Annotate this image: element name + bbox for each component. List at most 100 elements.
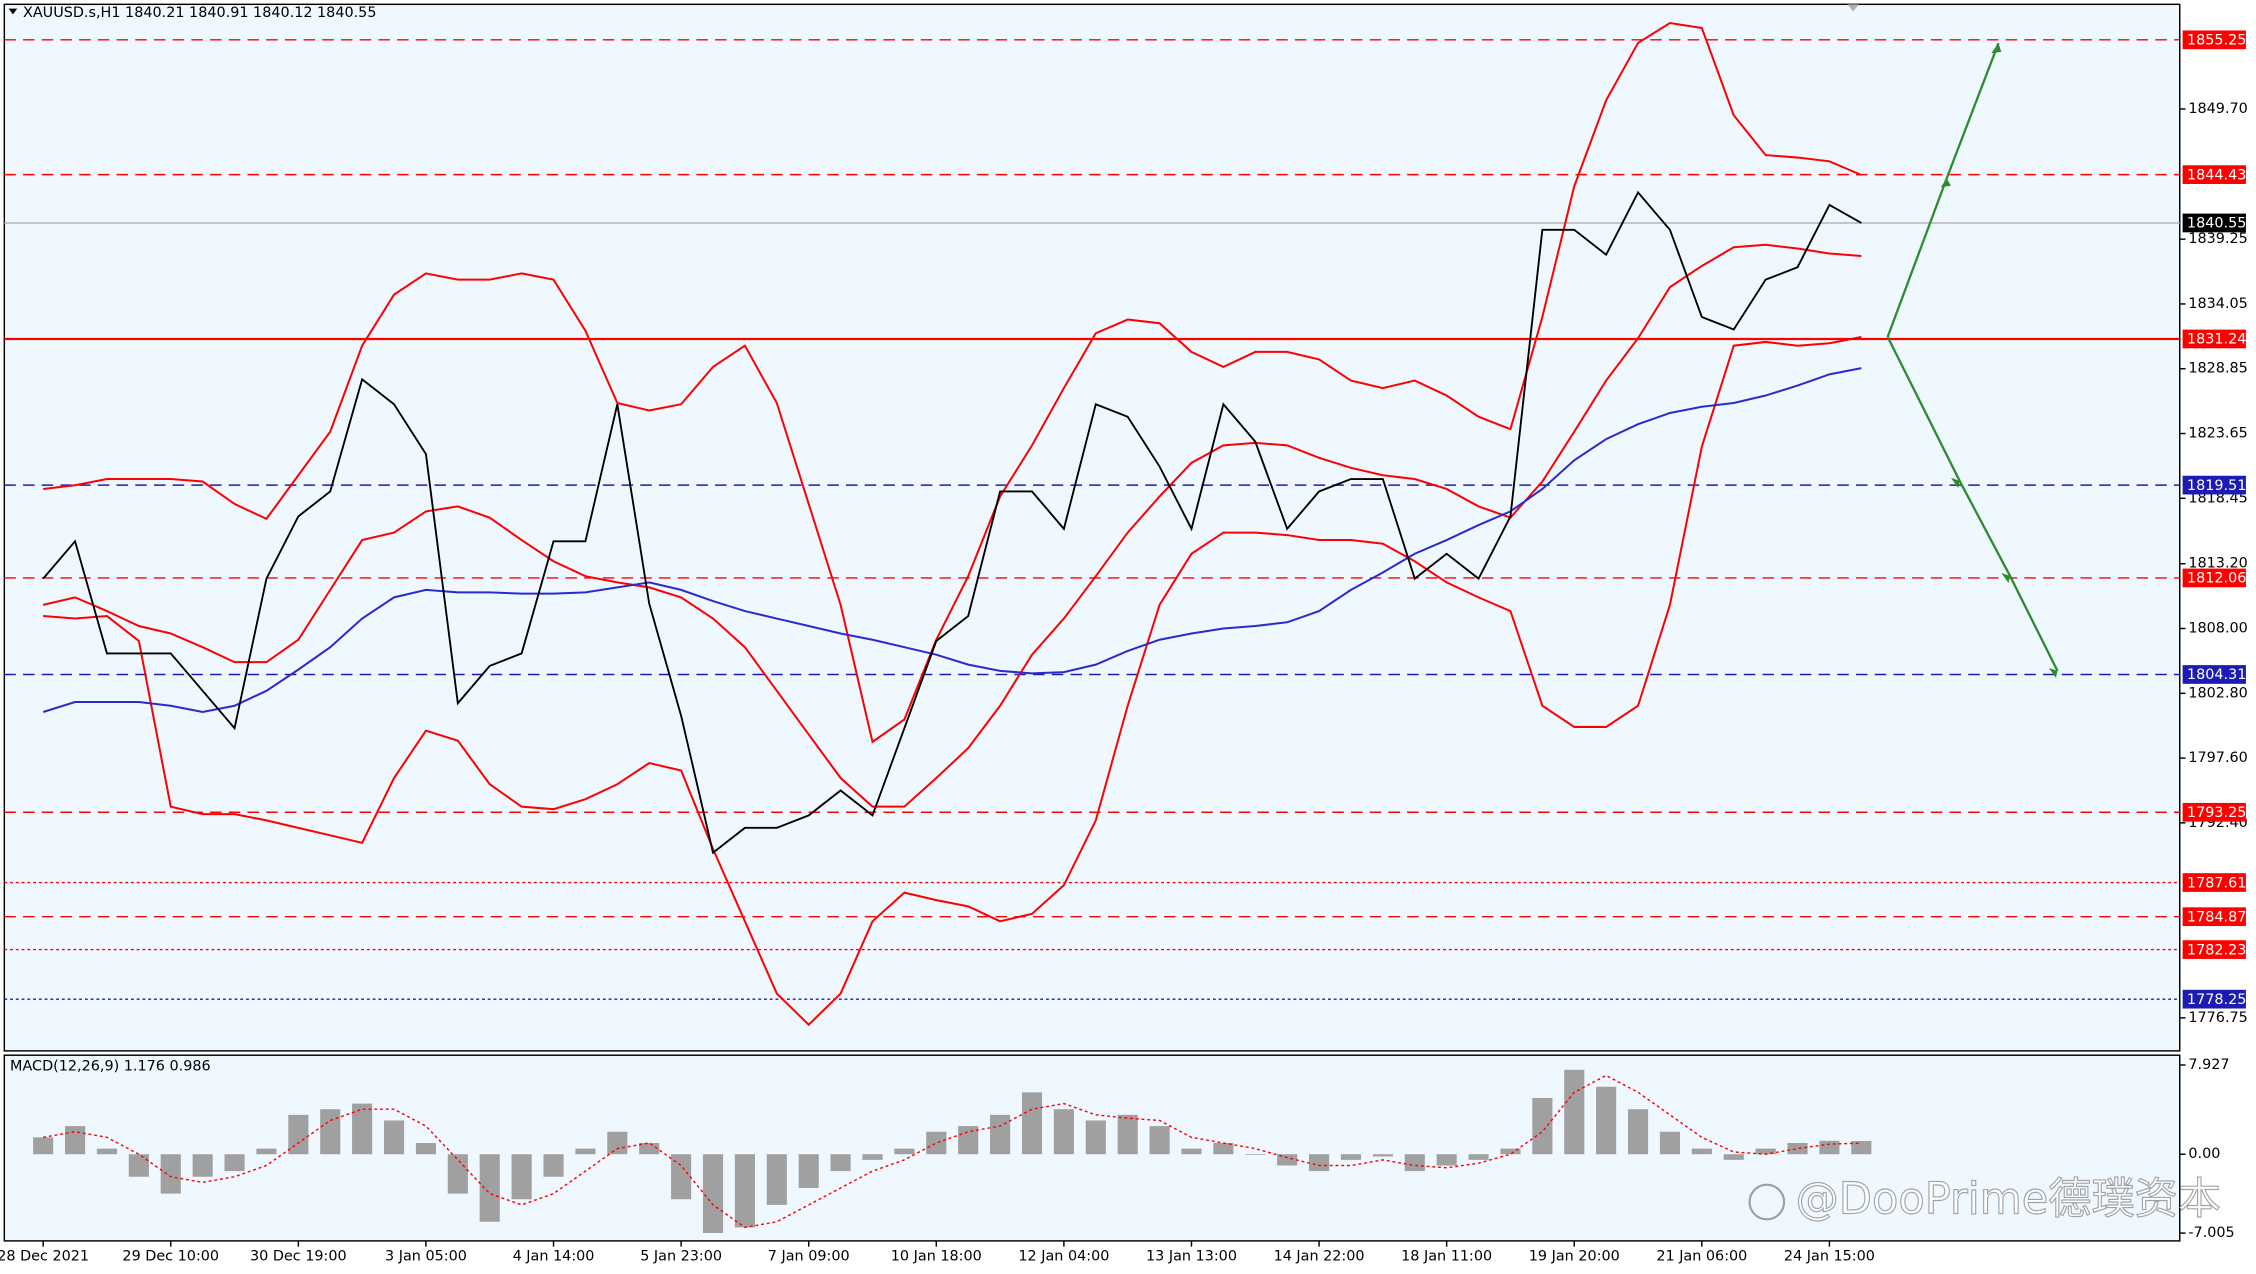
macd-bar bbox=[1851, 1140, 1872, 1155]
level-label-box bbox=[2182, 873, 2246, 892]
macd-bar bbox=[926, 1131, 947, 1155]
macd-bar bbox=[830, 1154, 851, 1172]
macd-bar bbox=[862, 1154, 883, 1160]
level-label-box bbox=[2182, 475, 2246, 495]
level-label: 1793.25 bbox=[2187, 805, 2246, 821]
indicator-line bbox=[42, 367, 1862, 714]
macd-bar bbox=[894, 1148, 915, 1155]
level-label-box bbox=[2182, 665, 2246, 684]
level-label: 1831.24 bbox=[2187, 332, 2246, 348]
y-tick-label: 1808.00 bbox=[2188, 621, 2247, 637]
menu-arrow[interactable] bbox=[8, 8, 18, 15]
shift-marker bbox=[1847, 4, 1859, 12]
price-panel bbox=[3, 3, 2181, 1052]
level-label: 1812.06 bbox=[2187, 571, 2246, 587]
macd-bar bbox=[33, 1137, 54, 1155]
watermark-text: @DooPrime德璞资本 bbox=[1796, 1175, 2221, 1225]
macd-bar bbox=[1021, 1092, 1043, 1155]
macd-bar bbox=[702, 1154, 724, 1234]
macd-bar bbox=[734, 1154, 755, 1228]
macd-bar bbox=[511, 1154, 532, 1200]
signal-line bbox=[43, 1074, 1862, 1229]
level-label-box bbox=[2182, 213, 2246, 233]
x-tick-label: 19 Jan 20:00 bbox=[1529, 1249, 1620, 1265]
y-tick-label: 1776.75 bbox=[2188, 1010, 2247, 1026]
macd-bar bbox=[1500, 1148, 1521, 1155]
macd-bar bbox=[1085, 1120, 1106, 1155]
x-tick-label: 28 Dec 2021 bbox=[0, 1249, 89, 1265]
macd-bar bbox=[1213, 1142, 1234, 1155]
macd-bar bbox=[479, 1154, 500, 1222]
macd-bar bbox=[1053, 1109, 1074, 1155]
y-tick-label: 1813.20 bbox=[2188, 556, 2247, 572]
macd-bar bbox=[1723, 1154, 1744, 1160]
price-line bbox=[42, 190, 1862, 855]
macd-bar bbox=[958, 1126, 979, 1155]
level-label: 1855.25 bbox=[2187, 33, 2246, 49]
y-tick-label: 1823.65 bbox=[2188, 426, 2247, 442]
level-label: 1844.43 bbox=[2187, 167, 2246, 183]
x-tick-label: 4 Jan 14:00 bbox=[513, 1249, 595, 1265]
x-tick-label: 18 Jan 11:00 bbox=[1401, 1249, 1492, 1265]
x-tick-label: 12 Jan 04:00 bbox=[1018, 1249, 1109, 1265]
macd-bar bbox=[415, 1142, 437, 1155]
macd-bar bbox=[1564, 1069, 1585, 1155]
macd-bar bbox=[1659, 1131, 1681, 1155]
level-label: 1787.61 bbox=[2187, 875, 2246, 891]
macd-bar bbox=[1277, 1154, 1298, 1166]
macd-bar bbox=[447, 1154, 468, 1194]
macd-bar bbox=[256, 1148, 277, 1155]
y-tick-label: 1797.60 bbox=[2188, 750, 2247, 766]
macd-bar bbox=[639, 1142, 660, 1155]
level-label-box bbox=[2182, 802, 2246, 822]
level-label-box bbox=[2182, 568, 2246, 588]
x-tick-label: 14 Jan 22:00 bbox=[1274, 1249, 1365, 1265]
macd-bar bbox=[543, 1154, 564, 1177]
y-tick-label: 1802.80 bbox=[2188, 685, 2247, 701]
macd-bar bbox=[288, 1114, 309, 1155]
price-plot bbox=[4, 21, 2180, 1027]
macd-bar bbox=[1532, 1097, 1553, 1155]
macd-bar bbox=[1308, 1154, 1330, 1172]
macd-bar bbox=[766, 1154, 787, 1205]
macd-bar bbox=[671, 1154, 692, 1200]
level-label-box bbox=[2182, 30, 2246, 50]
level-label: 1804.31 bbox=[2187, 667, 2246, 683]
x-tick-label: 30 Dec 19:00 bbox=[250, 1249, 347, 1265]
macd-bar bbox=[1787, 1142, 1808, 1155]
level-label-box bbox=[2182, 165, 2246, 184]
macd-bar bbox=[1627, 1109, 1649, 1155]
x-tick-label: 3 Jan 05:00 bbox=[385, 1249, 467, 1265]
watermark: @DooPrime德璞资本 bbox=[1748, 1174, 2221, 1225]
macd-title: MACD(12,26,9) 1.176 0.986 bbox=[10, 1059, 211, 1075]
macd-bar bbox=[320, 1109, 341, 1155]
macd-bar bbox=[1436, 1154, 1457, 1166]
y-tick-label: 1828.85 bbox=[2188, 361, 2247, 377]
indicator-line bbox=[42, 243, 1862, 808]
y-tick-label: 1834.05 bbox=[2188, 296, 2247, 312]
x-tick-label: 24 Jan 15:00 bbox=[1784, 1249, 1875, 1265]
level-label: 1784.87 bbox=[2187, 909, 2246, 925]
macd-bar bbox=[128, 1154, 149, 1177]
macd-plot bbox=[33, 1069, 1872, 1234]
level-label: 1819.51 bbox=[2187, 478, 2246, 494]
macd-bar bbox=[1181, 1148, 1202, 1155]
y-tick-label: 7.927 bbox=[2188, 1057, 2229, 1073]
forecast-arrows bbox=[1886, 42, 2059, 679]
y-tick-label: 0.00 bbox=[2188, 1146, 2220, 1162]
macd-bar bbox=[352, 1103, 373, 1155]
macd-bar bbox=[1819, 1140, 1840, 1155]
x-tick-label: 10 Jan 18:00 bbox=[891, 1249, 982, 1265]
macd-bar bbox=[1755, 1148, 1776, 1155]
level-label-box bbox=[2182, 989, 2246, 1009]
x-tick-label: 5 Jan 23:00 bbox=[640, 1249, 722, 1265]
y-tick-label: 1849.70 bbox=[2188, 101, 2247, 117]
watermark-logo bbox=[1748, 1183, 1786, 1221]
x-tick-label: 13 Jan 13:00 bbox=[1146, 1249, 1237, 1265]
macd-bar bbox=[607, 1131, 628, 1155]
macd-bar bbox=[1149, 1126, 1170, 1155]
y-tick-label: -7.005 bbox=[2188, 1225, 2234, 1241]
macd-bar bbox=[990, 1114, 1011, 1155]
macd-bar bbox=[1340, 1154, 1362, 1160]
